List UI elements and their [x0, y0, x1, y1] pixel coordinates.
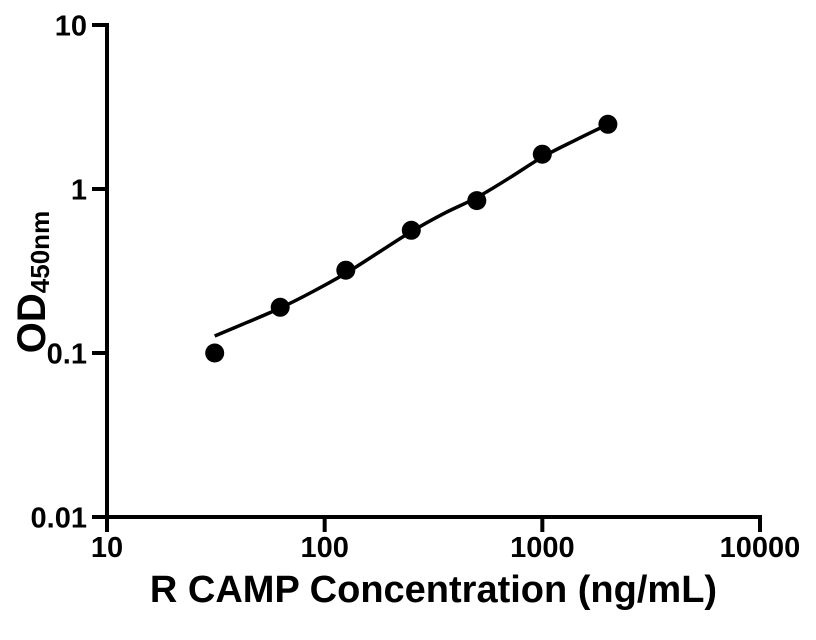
- y-tick-label: 10: [55, 11, 87, 43]
- data-point: [532, 144, 552, 164]
- y-tick-label: 0.01: [31, 503, 87, 535]
- data-point: [401, 220, 421, 240]
- data-point: [336, 260, 356, 280]
- y-axis-title-main: OD: [10, 293, 54, 354]
- y-tick-label: 1: [71, 175, 87, 207]
- y-axis-title-subscript: 450nm: [25, 210, 55, 294]
- x-tick-label: 100: [300, 532, 348, 564]
- y-axis-title: OD450nm: [10, 211, 56, 353]
- x-tick-label: 10000: [720, 532, 801, 564]
- data-point: [598, 114, 618, 134]
- y-tick-label: 0.1: [47, 339, 87, 371]
- x-axis-title: R CAMP Concentration (ng/mL): [149, 569, 718, 611]
- data-point: [205, 343, 225, 363]
- x-tick-label: 1000: [510, 532, 575, 564]
- data-point: [467, 191, 487, 211]
- data-point: [270, 297, 290, 317]
- x-tick-label: 10: [91, 532, 123, 564]
